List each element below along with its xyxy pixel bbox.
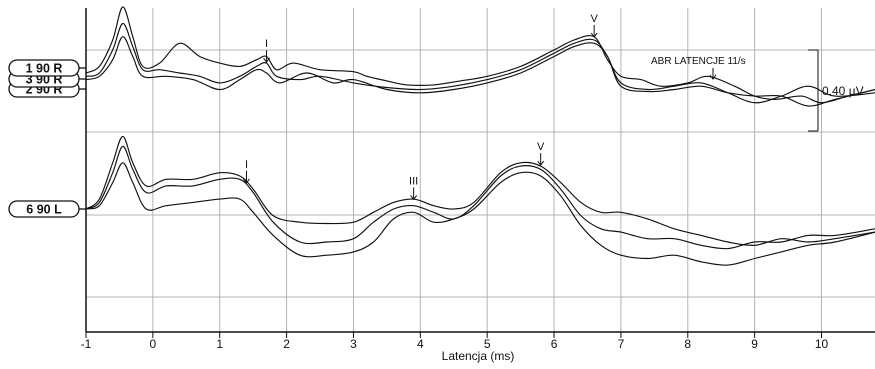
grid-lines [85,8,875,338]
waveform-series [85,6,875,104]
scale-bar-label: 0.40 µV [822,84,864,98]
trace-tag: 1 90 R [8,59,86,77]
waveform-traces [85,6,875,266]
x-tick-labels: -1 0 1 2 3 4 5 6 7 8 9 10 [81,337,829,351]
waveform-series [85,135,875,246]
waveform-series [85,36,875,107]
peak-marker: I [243,159,250,184]
x-tick-label: 4 [417,337,424,351]
x-tick-label: 9 [751,337,758,351]
x-tick-label: -1 [81,337,92,351]
peak-marker: I [263,38,270,63]
x-tick-label: 1 [216,337,223,351]
x-tick-label: 7 [618,337,625,351]
x-tick-label: 0 [150,337,157,351]
annotation-arrow [709,68,717,80]
x-tick-label: 2 [283,337,290,351]
trace-tag-label: 1 90 R [26,62,63,76]
peak-label: V [590,13,598,25]
peak-label: I [265,38,268,50]
chart-annotation: ABR LATENCJE 11/s [651,56,746,67]
peak-marker: III [409,175,418,201]
scale-bar [808,49,819,132]
x-tick-label: 10 [815,337,829,351]
waveform-series [85,162,875,266]
peak-label: V [537,141,545,153]
trace-tags: 2 90 R3 90 R1 90 R6 90 L [8,59,86,218]
peak-marker: V [590,13,598,38]
trace-tag: 6 90 L [8,200,86,218]
peak-label: I [245,159,248,171]
waveform-series [85,22,875,104]
waveform-series [85,145,875,250]
x-tick-label: 3 [350,337,357,351]
x-tick-label: 8 [684,337,691,351]
x-tick-label: 5 [484,337,491,351]
peak-marker: V [537,141,545,166]
x-axis-label: Latencja (ms) [442,349,515,363]
peak-label: III [409,175,418,187]
x-tick-label: 6 [551,337,558,351]
trace-tag-label: 6 90 L [26,203,62,217]
